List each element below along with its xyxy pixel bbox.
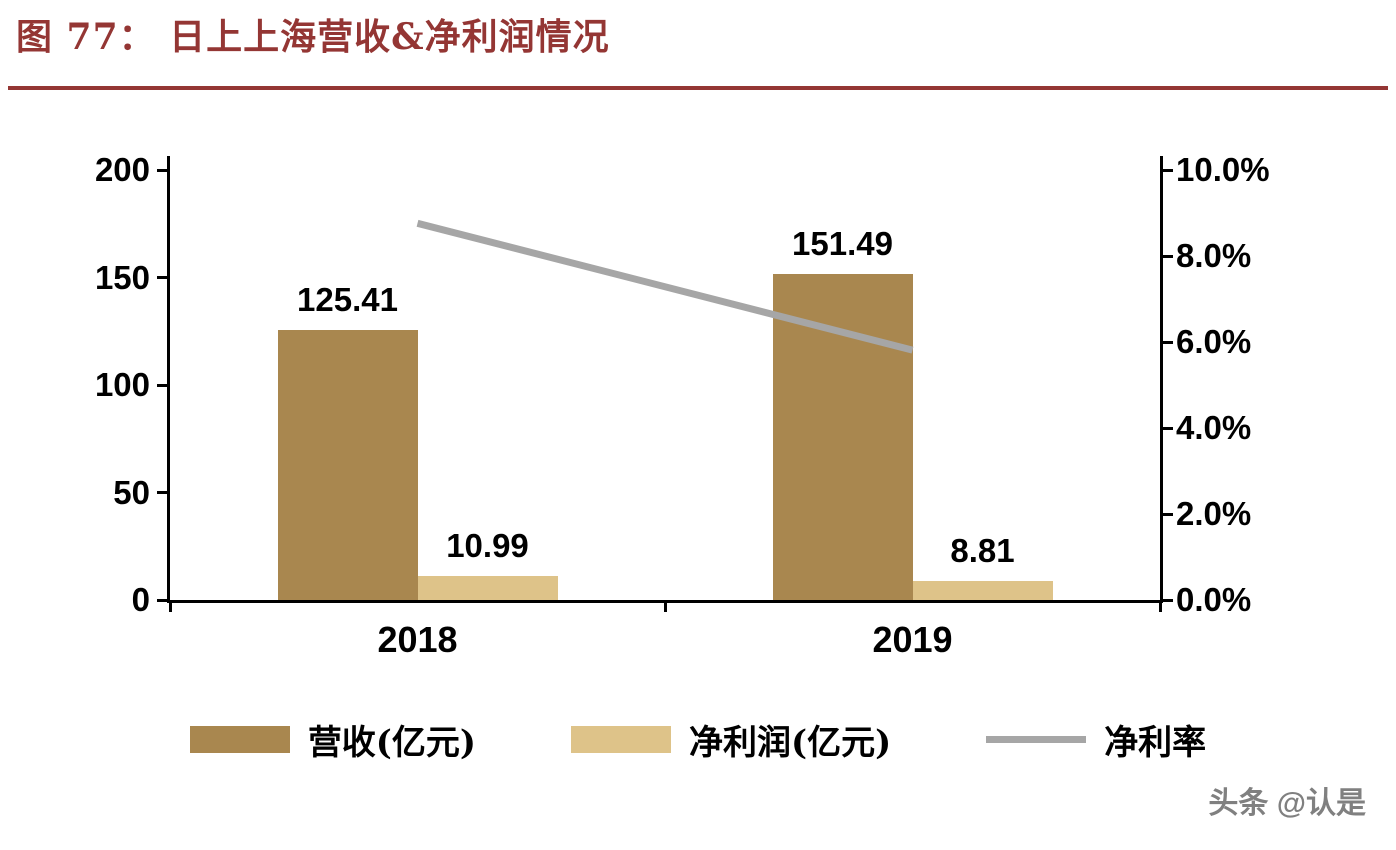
bottom-axis-line (167, 600, 1163, 603)
right-axis-tick-mark (1163, 168, 1173, 172)
left-axis-tick-label: 50 (113, 473, 150, 511)
watermark: 头条 @认是 (1208, 787, 1366, 820)
revenue-bar-label-2018: 125.41 (297, 281, 398, 319)
bottom-axis-tick-mark (1158, 603, 1162, 612)
legend-net-profit-label: 净利润(亿元) (689, 723, 892, 763)
left-axis-tick-label: 150 (94, 258, 150, 296)
right-axis-tick-label: 2.0% (1176, 495, 1252, 532)
right-axis-tick-label: 6.0% (1176, 323, 1252, 360)
left-axis-tick-label: 200 (94, 151, 150, 188)
left-axis-tick-label: 100 (94, 366, 150, 403)
net-profit-bar-label-2019: 8.81 (950, 532, 1015, 570)
right-axis-tick-label: 4.0% (1176, 409, 1252, 446)
left-axis-tick-mark (157, 491, 167, 494)
right-axis-tick-mark (1163, 598, 1173, 602)
left-axis-tick-mark (157, 383, 167, 387)
legend-net-margin-swatch (986, 736, 1087, 743)
legend-net-profit-swatch (571, 726, 671, 753)
legend-item-net-profit: 净利润(亿元) (571, 715, 891, 764)
right-axis-tick-mark (1163, 512, 1173, 516)
right-axis-tick-label: 0.0% (1176, 581, 1252, 618)
revenue-bar-label-2019: 151.49 (792, 225, 893, 263)
legend-revenue-label: 营收(亿元) (307, 723, 476, 763)
net-profit-bar-2018 (417, 576, 558, 600)
left-axis-tick-mark (157, 598, 167, 602)
revenue-bar-2019 (772, 274, 913, 600)
right-axis-tick-mark (1163, 340, 1173, 344)
figure-title: 图 77： 日上上海营收&净利润情况 (16, 16, 610, 58)
legend-net-margin-label: 净利率 (1104, 723, 1207, 763)
bottom-axis-tick-mark (168, 603, 172, 612)
right-axis-tick-label: 8.0% (1176, 237, 1252, 274)
net-profit-bar-2019 (912, 581, 1053, 600)
left-axis-line (167, 156, 170, 603)
legend-item-revenue: 营收(亿元) (189, 715, 476, 764)
combo-chart: 125.41 151.49 10.99 8.81 200 150 100 50 0 10.0% 8… (95, 151, 1270, 660)
revenue-bar-2018 (277, 330, 418, 600)
net-margin-line (416, 219, 914, 354)
left-axis-tick-mark (157, 168, 167, 172)
left-axis-tick-mark (157, 276, 167, 279)
right-axis-tick-mark (1163, 254, 1173, 258)
plot-area: 125.41 151.49 10.99 8.81 (170, 170, 1160, 600)
legend-revenue-swatch (189, 726, 290, 753)
net-profit-bar-label-2018: 10.99 (446, 527, 529, 565)
legend: 营收(亿元) 净利润(亿元) 净利率 (0, 715, 1396, 764)
left-axis-tick-label: 0 (131, 581, 150, 618)
x-axis-label-2018: 2018 (377, 619, 458, 660)
legend-item-net-margin: 净利率 (986, 715, 1206, 764)
right-axis-line (1160, 156, 1163, 603)
bottom-axis-tick-mark (663, 603, 667, 612)
net-margin-line-svg (416, 219, 914, 354)
right-axis-tick-mark (1163, 426, 1173, 430)
x-axis-label-2019: 2019 (872, 619, 953, 660)
title-divider (8, 86, 1388, 90)
right-axis-tick-label: 10.0% (1176, 151, 1270, 188)
